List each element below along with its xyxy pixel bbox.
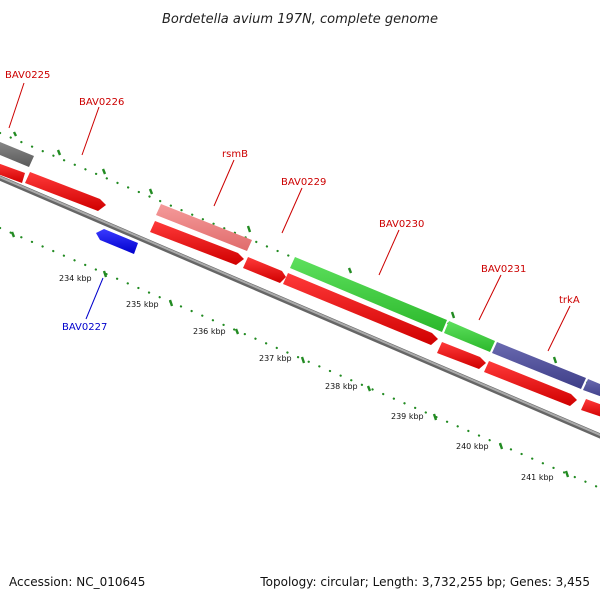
tick-label: 241 kbp xyxy=(521,473,554,482)
accession-text: Accession: NC_010645 xyxy=(9,575,145,589)
tick-label: 240 kbp xyxy=(456,442,489,451)
cds-4[interactable] xyxy=(243,257,286,283)
gene-bav0225[interactable] xyxy=(0,140,34,167)
label-bav0229: BAV0229 xyxy=(281,177,326,188)
genome-stats-text: Topology: circular; Length: 3,732,255 bp… xyxy=(259,575,590,589)
gene-track-middle xyxy=(0,162,600,418)
tick-label: 238 kbp xyxy=(325,382,358,391)
gene-bav0231[interactable] xyxy=(444,321,495,352)
cds-7[interactable] xyxy=(484,361,577,406)
cds-8[interactable] xyxy=(581,399,600,418)
label-bav0225: BAV0225 xyxy=(5,70,50,81)
cds-2[interactable] xyxy=(25,172,106,211)
position-tick-labels: 234 kbp 235 kbp 236 kbp 237 kbp 238 kbp … xyxy=(59,274,554,482)
gene-labels: BAV0225 BAV0226 rsmB BAV0229 BAV0230 BAV… xyxy=(5,70,580,333)
label-bav0230: BAV0230 xyxy=(379,219,424,230)
gene-bav0230[interactable] xyxy=(290,257,447,332)
cds-5[interactable] xyxy=(283,273,438,345)
gene-trka[interactable] xyxy=(492,342,586,389)
tick-label: 239 kbp xyxy=(391,412,424,421)
label-rsmb: rsmB xyxy=(222,149,248,160)
gene-track-upper xyxy=(0,140,600,398)
cds-3[interactable] xyxy=(150,221,244,265)
tick-label: 235 kbp xyxy=(126,300,159,309)
tick-label: 234 kbp xyxy=(59,274,92,283)
genome-backbone xyxy=(0,175,600,439)
tick-label: 236 kbp xyxy=(193,327,226,336)
inner-tick-marks xyxy=(10,231,570,478)
label-trka: trkA xyxy=(559,295,580,306)
cds-1[interactable] xyxy=(0,162,25,183)
label-bav0226: BAV0226 xyxy=(79,97,124,108)
map-title: Bordetella avium 197N, complete genome xyxy=(162,12,438,27)
cds-6[interactable] xyxy=(437,342,486,369)
gene-bav0227[interactable] xyxy=(96,229,138,254)
outer-tick-marks xyxy=(12,131,558,364)
label-bav0231: BAV0231 xyxy=(481,264,526,275)
label-leader-lines xyxy=(8,82,571,352)
tick-label: 237 kbp xyxy=(259,354,292,363)
label-bav0227: BAV0227 xyxy=(62,322,107,333)
gene-rsmb[interactable] xyxy=(156,204,252,251)
gene-next[interactable] xyxy=(583,379,600,398)
